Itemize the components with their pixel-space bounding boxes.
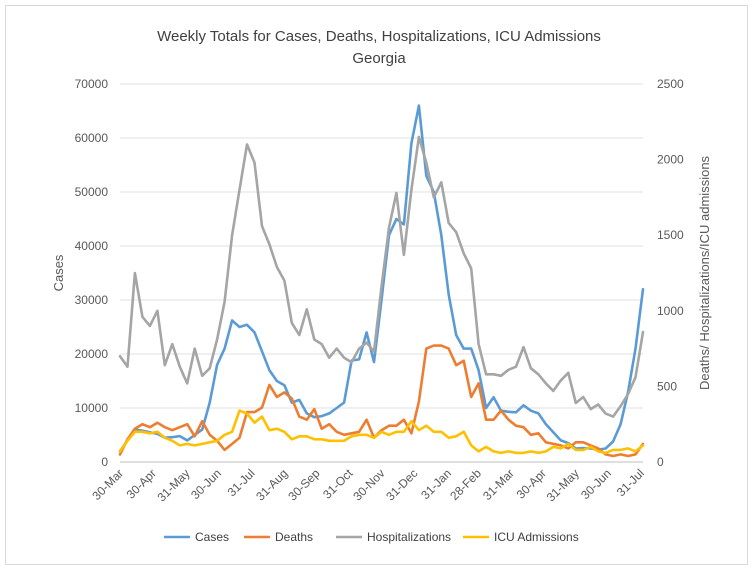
y-tick-label: 20000 [75, 347, 109, 361]
y2-tick-label: 0 [657, 455, 664, 469]
y-tick-label: 40000 [75, 239, 109, 253]
series-line-deaths [118, 344, 645, 458]
legend-item-hospitalizations: Hospitalizations [336, 530, 451, 544]
y2-tick-label: 2000 [657, 153, 684, 167]
legend-label: Hospitalizations [367, 530, 451, 544]
y-axis-title-right: Deaths/ Hospitalizations/ICU admissions [697, 155, 712, 390]
legend: Cases Deaths Hospitalizations ICU Admission… [164, 530, 579, 544]
chart-subtitle: Georgia [352, 50, 406, 67]
x-tick-label: 30-Jun [578, 466, 614, 502]
y2-tick-label: 500 [657, 379, 677, 393]
x-tick-label: 31-May [154, 466, 192, 504]
y-tick-label: 70000 [75, 77, 109, 91]
x-tick-label: 30-Mar [89, 466, 126, 503]
series-line-hospitalizations [118, 135, 645, 418]
y-axis-left: 0 10000 20000 30000 40000 50000 60000 70000 [75, 77, 109, 469]
legend-item-cases: Cases [164, 530, 229, 544]
x-tick-label: 31-Mar [480, 466, 517, 503]
legend-label: ICU Admissions [494, 530, 579, 544]
x-tick-label: 30-Nov [350, 466, 387, 503]
chart-title: Weekly Totals for Cases, Deaths, Hospita… [157, 28, 601, 45]
legend-item-icu-admissions: ICU Admissions [463, 530, 579, 544]
series-line-icu-admissions [118, 409, 645, 455]
x-tick-label: 31-Jul [614, 466, 647, 499]
gridlines [120, 83, 643, 463]
y-axis-right: 0 500 1000 1500 2000 2500 [657, 77, 684, 469]
series-lines [118, 104, 645, 458]
x-tick-label: 30-Apr [514, 466, 549, 501]
series-line-cases [118, 104, 645, 453]
chart-frame [5, 5, 748, 565]
x-tick-label: 31-Jan [418, 466, 454, 502]
x-tick-label: 28-Feb [447, 466, 484, 503]
y-tick-label: 30000 [75, 293, 109, 307]
y-tick-label: 60000 [75, 131, 109, 145]
x-tick-label: 30-Sep [285, 466, 322, 503]
legend-label: Cases [195, 530, 229, 544]
y-tick-label: 10000 [75, 401, 109, 415]
y2-tick-label: 1000 [657, 304, 684, 318]
y-tick-label: 0 [101, 455, 108, 469]
x-tick-label: 31-May [544, 466, 582, 504]
x-tick-label: 30-Apr [124, 466, 159, 501]
x-tick-label: 30-Jun [188, 466, 224, 502]
legend-item-deaths: Deaths [244, 530, 313, 544]
y-axis-title-left: Cases [51, 254, 66, 291]
y2-tick-label: 2500 [657, 77, 684, 91]
legend-label: Deaths [275, 530, 313, 544]
x-tick-label: 31-Aug [253, 466, 290, 503]
y2-tick-label: 1500 [657, 228, 684, 242]
x-tick-label: 31-Dec [383, 466, 420, 503]
x-tick-label: 31-Oct [320, 466, 356, 502]
y-tick-label: 50000 [75, 185, 109, 199]
